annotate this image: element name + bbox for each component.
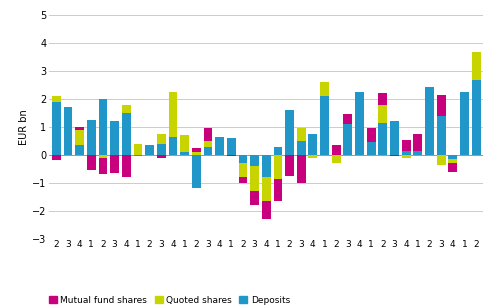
Bar bbox=[472, 80, 481, 155]
Bar bbox=[180, 135, 189, 152]
Bar bbox=[285, 110, 294, 155]
Bar bbox=[262, 177, 271, 201]
Bar bbox=[367, 142, 376, 155]
Bar bbox=[297, 141, 306, 155]
Bar bbox=[122, 113, 131, 155]
Bar bbox=[250, 155, 259, 166]
Bar bbox=[192, 155, 201, 188]
Bar bbox=[87, 120, 96, 155]
Bar bbox=[64, 107, 72, 155]
Bar bbox=[274, 179, 282, 201]
Bar bbox=[379, 94, 387, 105]
Bar bbox=[169, 92, 177, 137]
Bar bbox=[134, 144, 142, 155]
Bar bbox=[75, 127, 84, 130]
Bar bbox=[157, 144, 166, 155]
Bar bbox=[332, 145, 341, 155]
Bar bbox=[204, 141, 212, 147]
Bar bbox=[250, 166, 259, 191]
Bar bbox=[157, 134, 166, 144]
Bar bbox=[75, 145, 84, 155]
Bar bbox=[449, 163, 457, 172]
Bar bbox=[437, 155, 446, 165]
Bar bbox=[75, 130, 84, 145]
Bar bbox=[169, 137, 177, 155]
Bar bbox=[285, 155, 294, 176]
Bar bbox=[215, 137, 224, 155]
Bar bbox=[250, 191, 259, 205]
Bar bbox=[122, 155, 131, 177]
Bar bbox=[390, 155, 399, 156]
Bar bbox=[99, 158, 107, 174]
Bar bbox=[379, 105, 387, 123]
Bar bbox=[449, 159, 457, 163]
Bar bbox=[204, 147, 212, 155]
Bar bbox=[414, 151, 422, 155]
Bar bbox=[87, 155, 96, 170]
Bar bbox=[145, 145, 154, 155]
Bar bbox=[344, 114, 352, 124]
Bar bbox=[274, 155, 282, 179]
Bar bbox=[239, 163, 247, 177]
Bar bbox=[320, 82, 329, 96]
Bar bbox=[52, 96, 61, 102]
Bar bbox=[460, 92, 469, 155]
Legend: Mutual fund shares, Quoted shares, Deposits: Mutual fund shares, Quoted shares, Depos… bbox=[45, 292, 294, 306]
Bar bbox=[355, 92, 364, 155]
Bar bbox=[309, 155, 317, 158]
Bar bbox=[262, 201, 271, 219]
Y-axis label: EUR bn: EUR bn bbox=[19, 109, 30, 145]
Bar bbox=[227, 155, 236, 156]
Bar bbox=[157, 155, 166, 158]
Bar bbox=[99, 155, 107, 158]
Bar bbox=[379, 123, 387, 155]
Bar bbox=[390, 121, 399, 155]
Bar bbox=[192, 152, 201, 155]
Bar bbox=[239, 177, 247, 183]
Bar bbox=[110, 155, 119, 173]
Bar bbox=[437, 116, 446, 155]
Bar bbox=[52, 102, 61, 155]
Bar bbox=[425, 87, 434, 155]
Bar bbox=[309, 134, 317, 155]
Bar bbox=[99, 99, 107, 155]
Bar bbox=[274, 147, 282, 155]
Bar bbox=[332, 155, 341, 163]
Bar bbox=[367, 129, 376, 142]
Bar bbox=[414, 134, 422, 151]
Bar bbox=[262, 155, 271, 177]
Bar bbox=[297, 155, 306, 183]
Bar bbox=[402, 155, 411, 158]
Bar bbox=[52, 155, 61, 160]
Bar bbox=[402, 151, 411, 155]
Bar bbox=[122, 105, 131, 113]
Bar bbox=[344, 124, 352, 155]
Bar bbox=[320, 96, 329, 155]
Bar bbox=[239, 155, 247, 163]
Bar bbox=[402, 140, 411, 151]
Bar bbox=[134, 155, 142, 156]
Bar bbox=[449, 155, 457, 159]
Bar bbox=[227, 138, 236, 155]
Bar bbox=[110, 121, 119, 155]
Bar bbox=[204, 129, 212, 141]
Bar bbox=[297, 129, 306, 141]
Bar bbox=[192, 148, 201, 152]
Bar bbox=[180, 152, 189, 155]
Bar bbox=[472, 52, 481, 80]
Bar bbox=[437, 95, 446, 116]
